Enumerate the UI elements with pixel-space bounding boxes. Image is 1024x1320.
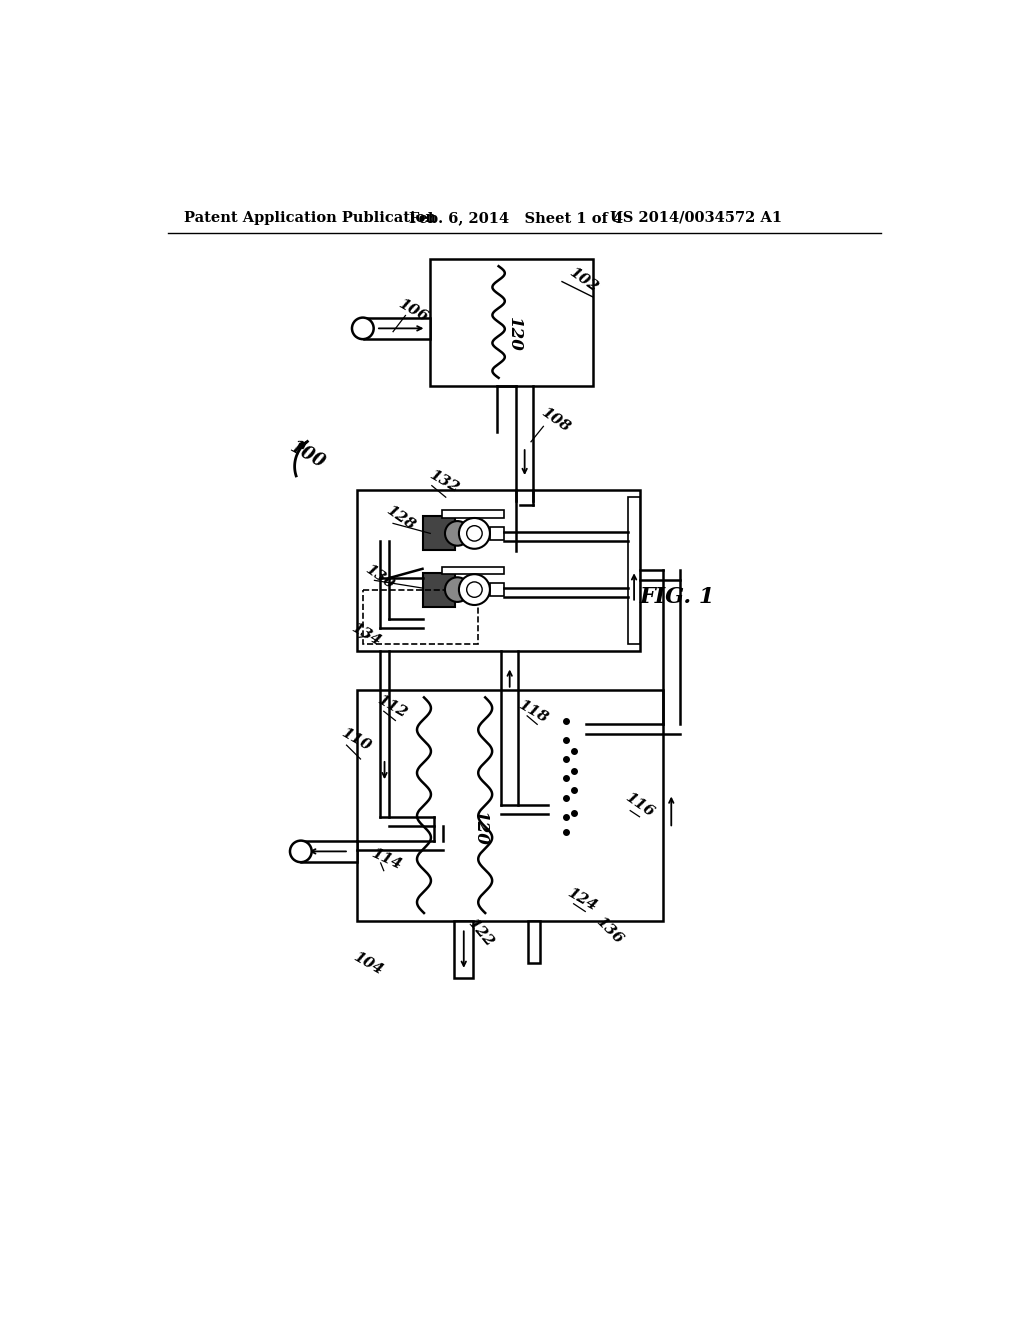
Text: Patent Application Publication: Patent Application Publication [183, 211, 436, 224]
Bar [423, 516, 455, 550]
Text: 106: 106 [395, 297, 430, 325]
Bar [628, 498, 640, 644]
Circle shape [445, 521, 470, 545]
Bar [489, 583, 504, 595]
Bar [442, 566, 504, 574]
Bar [365, 318, 430, 339]
Text: 116: 116 [623, 791, 656, 820]
Text: 120: 120 [472, 810, 489, 846]
Text: 128: 128 [384, 503, 418, 533]
Bar [423, 573, 455, 607]
Bar [442, 511, 504, 517]
Text: FIG. 1: FIG. 1 [640, 586, 715, 609]
Text: 100: 100 [287, 438, 329, 473]
Circle shape [467, 582, 482, 597]
Text: 104: 104 [350, 949, 385, 977]
Circle shape [467, 525, 482, 541]
Bar [356, 490, 640, 651]
Bar [301, 841, 356, 862]
Text: 112: 112 [375, 693, 409, 721]
Bar [455, 921, 473, 978]
Text: 120: 120 [507, 317, 523, 352]
Circle shape [459, 574, 489, 605]
Bar [362, 590, 477, 644]
Bar [430, 259, 593, 385]
Bar [356, 689, 663, 921]
Bar [489, 527, 504, 540]
Circle shape [290, 841, 311, 862]
Text: 110: 110 [339, 726, 374, 754]
Text: 130: 130 [362, 561, 396, 591]
Circle shape [352, 318, 374, 339]
Text: 102: 102 [566, 265, 600, 294]
Text: 124: 124 [564, 886, 599, 913]
Text: 118: 118 [515, 697, 550, 725]
Text: US 2014/0034572 A1: US 2014/0034572 A1 [610, 211, 782, 224]
Text: 132: 132 [426, 467, 461, 496]
Bar [528, 921, 541, 964]
Text: 134: 134 [349, 620, 383, 648]
Text: 114: 114 [369, 846, 403, 873]
Text: 108: 108 [539, 405, 572, 436]
Circle shape [459, 517, 489, 549]
Text: 122: 122 [465, 916, 497, 949]
Circle shape [445, 577, 470, 602]
Text: 136: 136 [593, 915, 626, 946]
Text: Feb. 6, 2014   Sheet 1 of 4: Feb. 6, 2014 Sheet 1 of 4 [410, 211, 624, 224]
